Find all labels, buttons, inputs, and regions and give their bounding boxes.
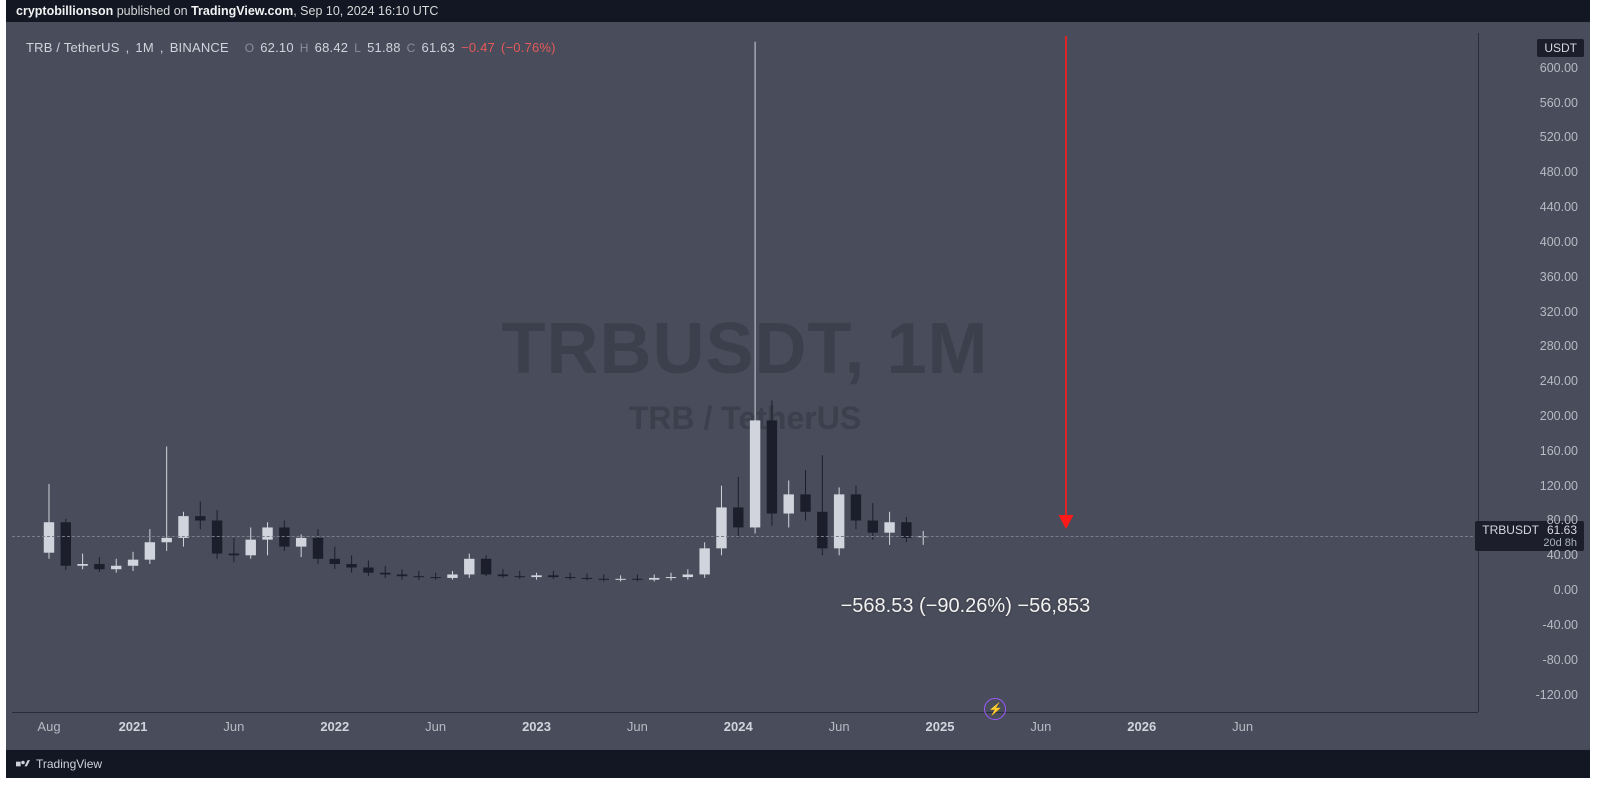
y-tick: 320.00 [1488, 305, 1578, 319]
publish-site: TradingView.com [191, 4, 293, 18]
publish-date: Sep 10, 2024 16:10 UTC [300, 4, 438, 18]
y-tick: 80.00 [1488, 513, 1578, 527]
goto-date-icon[interactable]: ⚡ [984, 698, 1006, 720]
y-tick: 520.00 [1488, 130, 1578, 144]
chart-frame: cryptobillionson published on TradingVie… [6, 0, 1590, 778]
y-tick: 120.00 [1488, 479, 1578, 493]
quote-currency-badge[interactable]: USDT [1537, 39, 1584, 57]
y-tick: 480.00 [1488, 165, 1578, 179]
y-tick: -80.00 [1488, 653, 1578, 667]
y-tick: 0.00 [1488, 583, 1578, 597]
current-price-line [12, 536, 1478, 537]
x-tick: Jun [223, 719, 244, 734]
y-tick: 360.00 [1488, 270, 1578, 284]
x-tick: Jun [627, 719, 648, 734]
y-tick: 400.00 [1488, 235, 1578, 249]
price-axis[interactable]: USDT TRBUSDT 61.63 20d 8h -120.00-80.00-… [1478, 33, 1590, 712]
publish-verb: published on [117, 4, 191, 18]
publish-bar: cryptobillionson published on TradingVie… [6, 0, 1590, 22]
y-tick: 200.00 [1488, 409, 1578, 423]
x-tick: Jun [1030, 719, 1051, 734]
x-tick: 2026 [1127, 719, 1156, 734]
y-tick: 560.00 [1488, 96, 1578, 110]
measure-annotation: −568.53 (−90.26%) −56,853 [841, 595, 1091, 618]
y-tick: 40.00 [1488, 548, 1578, 562]
chart-plot[interactable] [12, 33, 1478, 712]
x-tick: 2022 [320, 719, 349, 734]
y-tick: 240.00 [1488, 374, 1578, 388]
y-tick: 440.00 [1488, 200, 1578, 214]
y-tick: 600.00 [1488, 61, 1578, 75]
x-tick: Aug [37, 719, 60, 734]
time-axis[interactable]: Aug 2021 Jun 2022 Jun 2023 Jun 2024 Jun 2025 Jun 20… [12, 712, 1478, 750]
y-tick: 160.00 [1488, 444, 1578, 458]
footer-bar: TradingView [6, 750, 1590, 778]
y-tick: -40.00 [1488, 618, 1578, 632]
publish-author: cryptobillionson [16, 4, 113, 18]
x-tick: 2021 [119, 719, 148, 734]
x-tick: 2025 [926, 719, 955, 734]
goto-date-glyph: ⚡ [988, 702, 1003, 716]
footer-text: TradingView [36, 757, 102, 771]
x-tick: Jun [1232, 719, 1253, 734]
x-tick: 2023 [522, 719, 551, 734]
x-tick: 2024 [724, 719, 753, 734]
x-tick: Jun [425, 719, 446, 734]
y-tick: -120.00 [1488, 688, 1578, 702]
tradingview-logo-icon [16, 757, 30, 771]
y-tick: 280.00 [1488, 339, 1578, 353]
x-tick: Jun [829, 719, 850, 734]
